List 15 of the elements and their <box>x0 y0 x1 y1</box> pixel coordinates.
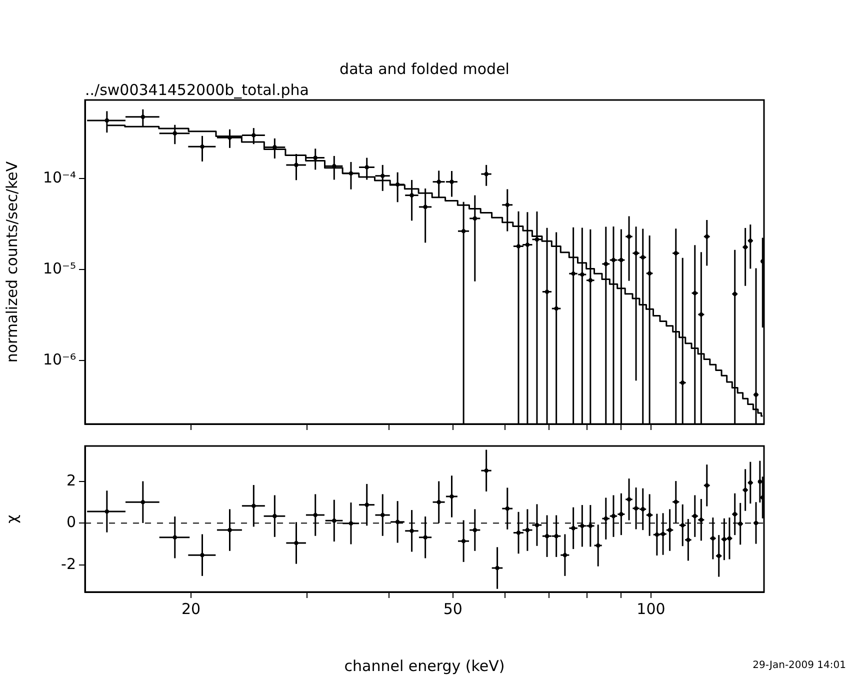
x-tick-label: 20 <box>181 600 201 618</box>
x-axis-title: channel energy (keV) <box>344 656 505 675</box>
y-tick-label: 10⁻⁴ <box>42 168 76 186</box>
y-tick-label: 10⁻⁶ <box>42 350 76 368</box>
text: 29-Jan-2009 14:01 <box>752 660 846 671</box>
x-tick-label: 100 <box>636 600 666 618</box>
chart-title: data and folded model <box>340 60 510 78</box>
y-axis-title: χ <box>2 514 21 524</box>
y-tick-label: 2 <box>66 471 76 490</box>
chart-subtitle: ../sw00341452000b_total.pha <box>85 81 309 99</box>
y-tick-label: 0 <box>66 513 76 532</box>
y-tick-label: -2 <box>61 554 76 573</box>
x-tick-label: 50 <box>443 600 462 618</box>
y-tick-label: 10⁻⁵ <box>42 259 76 278</box>
y-axis-title: normalized counts/sec/keV <box>2 160 21 363</box>
